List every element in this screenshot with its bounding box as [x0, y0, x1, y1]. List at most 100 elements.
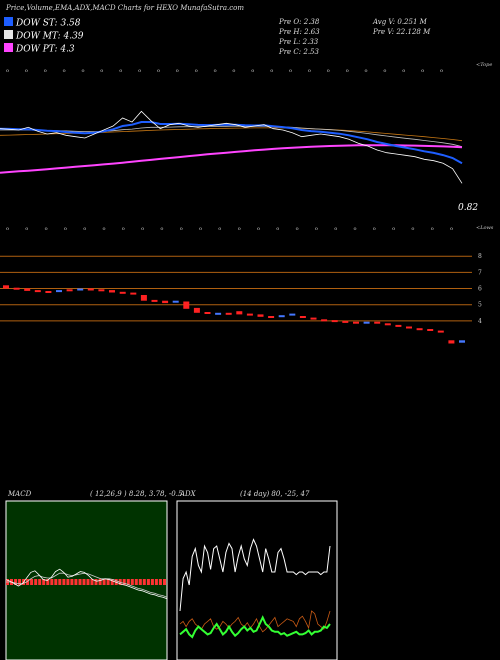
- candle: [13, 287, 20, 290]
- macd-hist-bar: [146, 579, 150, 585]
- macd-hist-bar: [14, 579, 18, 585]
- macd-hist-bar: [74, 579, 78, 585]
- candle-tick-mark: o: [160, 226, 163, 232]
- candle: [437, 330, 444, 333]
- candle: [395, 324, 402, 327]
- candle-tick-mark: o: [103, 226, 106, 232]
- macd-hist-bar: [126, 579, 130, 585]
- candle: [384, 323, 391, 326]
- candle-tick-mark: o: [450, 226, 453, 232]
- price-tick-mark: o: [195, 68, 198, 74]
- price-tick-mark: o: [346, 68, 349, 74]
- price-tick-mark: o: [251, 68, 254, 74]
- price-tick-mark: o: [44, 68, 47, 74]
- macd-hist-bar: [98, 579, 102, 585]
- legend-label-st: DOW ST: 3.58: [15, 19, 81, 29]
- price-tick-mark: o: [327, 68, 330, 74]
- candle: [119, 291, 126, 294]
- macd-hist-bar: [110, 579, 114, 585]
- candle: [66, 289, 73, 292]
- candle: [331, 320, 338, 323]
- price-panel-top-label: <Tope: [476, 62, 492, 68]
- price-ema-panel: <Tope o o o o o o o o o o o o o o o o o o o o o o o o 0.82: [0, 62, 492, 213]
- adx-background: [176, 500, 338, 660]
- macd-hist-bar: [90, 579, 94, 585]
- price-tick-mark: o: [63, 68, 66, 74]
- adx-di-minus-line: [179, 610, 331, 633]
- avg-volume: Avg V: 0.251 M: [372, 18, 428, 26]
- candle: [3, 285, 9, 289]
- series-line-ema-mid: [0, 125, 463, 148]
- candle: [109, 290, 115, 293]
- macd-hist-bar: [50, 579, 54, 585]
- info-block: Pre O: 2.38 Pre H: 2.63 Pre L: 2.33 Pre …: [278, 18, 431, 56]
- candlestick-panel: <Lows o o o o o o o o o o o o o o o o o o o o o o o o 8 7 6 5 4: [0, 225, 494, 344]
- macd-hist-bar: [142, 579, 146, 585]
- candle-tick-mark: o: [45, 226, 48, 232]
- candle: [130, 292, 137, 295]
- candle: [183, 301, 190, 309]
- y-tick-label: 8: [478, 253, 482, 260]
- candle-panel-grid: 8 7 6 5 4: [0, 253, 482, 325]
- macd-hist-bar: [138, 579, 142, 585]
- candle: [172, 300, 179, 303]
- price-tick-mark: o: [383, 68, 386, 74]
- candle-tick-mark: o: [411, 226, 414, 232]
- macd-hist-bar: [46, 579, 50, 585]
- price-tick-mark: o: [100, 68, 103, 74]
- prev-close: Pre C: 2.53: [278, 48, 319, 56]
- price-tick-mark: o: [270, 68, 273, 74]
- candle-tick-mark: o: [257, 226, 260, 232]
- candle: [374, 321, 381, 324]
- macd-hist-bar: [150, 579, 154, 585]
- candle-tick-mark: o: [180, 226, 183, 232]
- macd-hist-bar: [66, 579, 70, 585]
- legend-label-pt: DOW PT: 4.3: [15, 45, 75, 55]
- macd-params: ( 12,26,9 ) 8.28, 3.78, -0.5: [90, 490, 183, 498]
- candle: [204, 312, 211, 314]
- candle-tick-mark: o: [296, 226, 299, 232]
- price-tick-mark: o: [176, 68, 179, 74]
- macd-hist-bar: [58, 579, 62, 585]
- macd-hist-bar: [134, 579, 138, 585]
- macd-hist-bar: [86, 579, 90, 585]
- candle: [459, 340, 465, 343]
- macd-hist-bar: [158, 579, 162, 585]
- price-tick-mark: o: [289, 68, 292, 74]
- candle: [98, 289, 105, 292]
- macd-hist-bar: [62, 579, 66, 585]
- candle: [321, 319, 328, 322]
- price-tick-mark: o: [6, 68, 9, 74]
- candle-tick-mark: o: [64, 226, 67, 232]
- macd-hist-bar: [94, 579, 98, 585]
- candle: [342, 320, 349, 323]
- candle-tick-mark: o: [199, 226, 202, 232]
- macd-lines: [5, 568, 168, 600]
- candle-panel-top-label: <Lows: [476, 225, 494, 231]
- macd-hist-bar: [38, 579, 42, 585]
- candle: [246, 313, 253, 316]
- page-title: Price,Volume,EMA,ADX,MACD Charts for HEX…: [5, 4, 244, 12]
- y-tick-label: 4: [478, 318, 482, 325]
- price-tick-mark: o: [308, 68, 311, 74]
- candle: [363, 321, 370, 324]
- candle-tick-mark: o: [238, 226, 241, 232]
- series-line-ema-long: [0, 144, 463, 174]
- macd-hist-bar: [78, 579, 82, 585]
- candle-tick-mark: o: [373, 226, 376, 232]
- last-price-label: 0.82: [458, 203, 478, 213]
- adx-params: (14 day) 80, -25, 47: [240, 490, 310, 498]
- candle: [268, 316, 275, 318]
- adx-di-plus-line: [179, 615, 331, 639]
- y-tick-label: 7: [478, 269, 482, 276]
- macd-title: MACD: [7, 490, 32, 498]
- y-tick-label: 6: [478, 286, 482, 293]
- candle-tick-mark: o: [83, 226, 86, 232]
- series-line-price: [0, 110, 463, 184]
- series-line-ema-short: [0, 121, 463, 165]
- candle-tick-mark: o: [334, 226, 337, 232]
- price-tick-mark: o: [421, 68, 424, 74]
- candle-tick-mark: o: [218, 226, 221, 232]
